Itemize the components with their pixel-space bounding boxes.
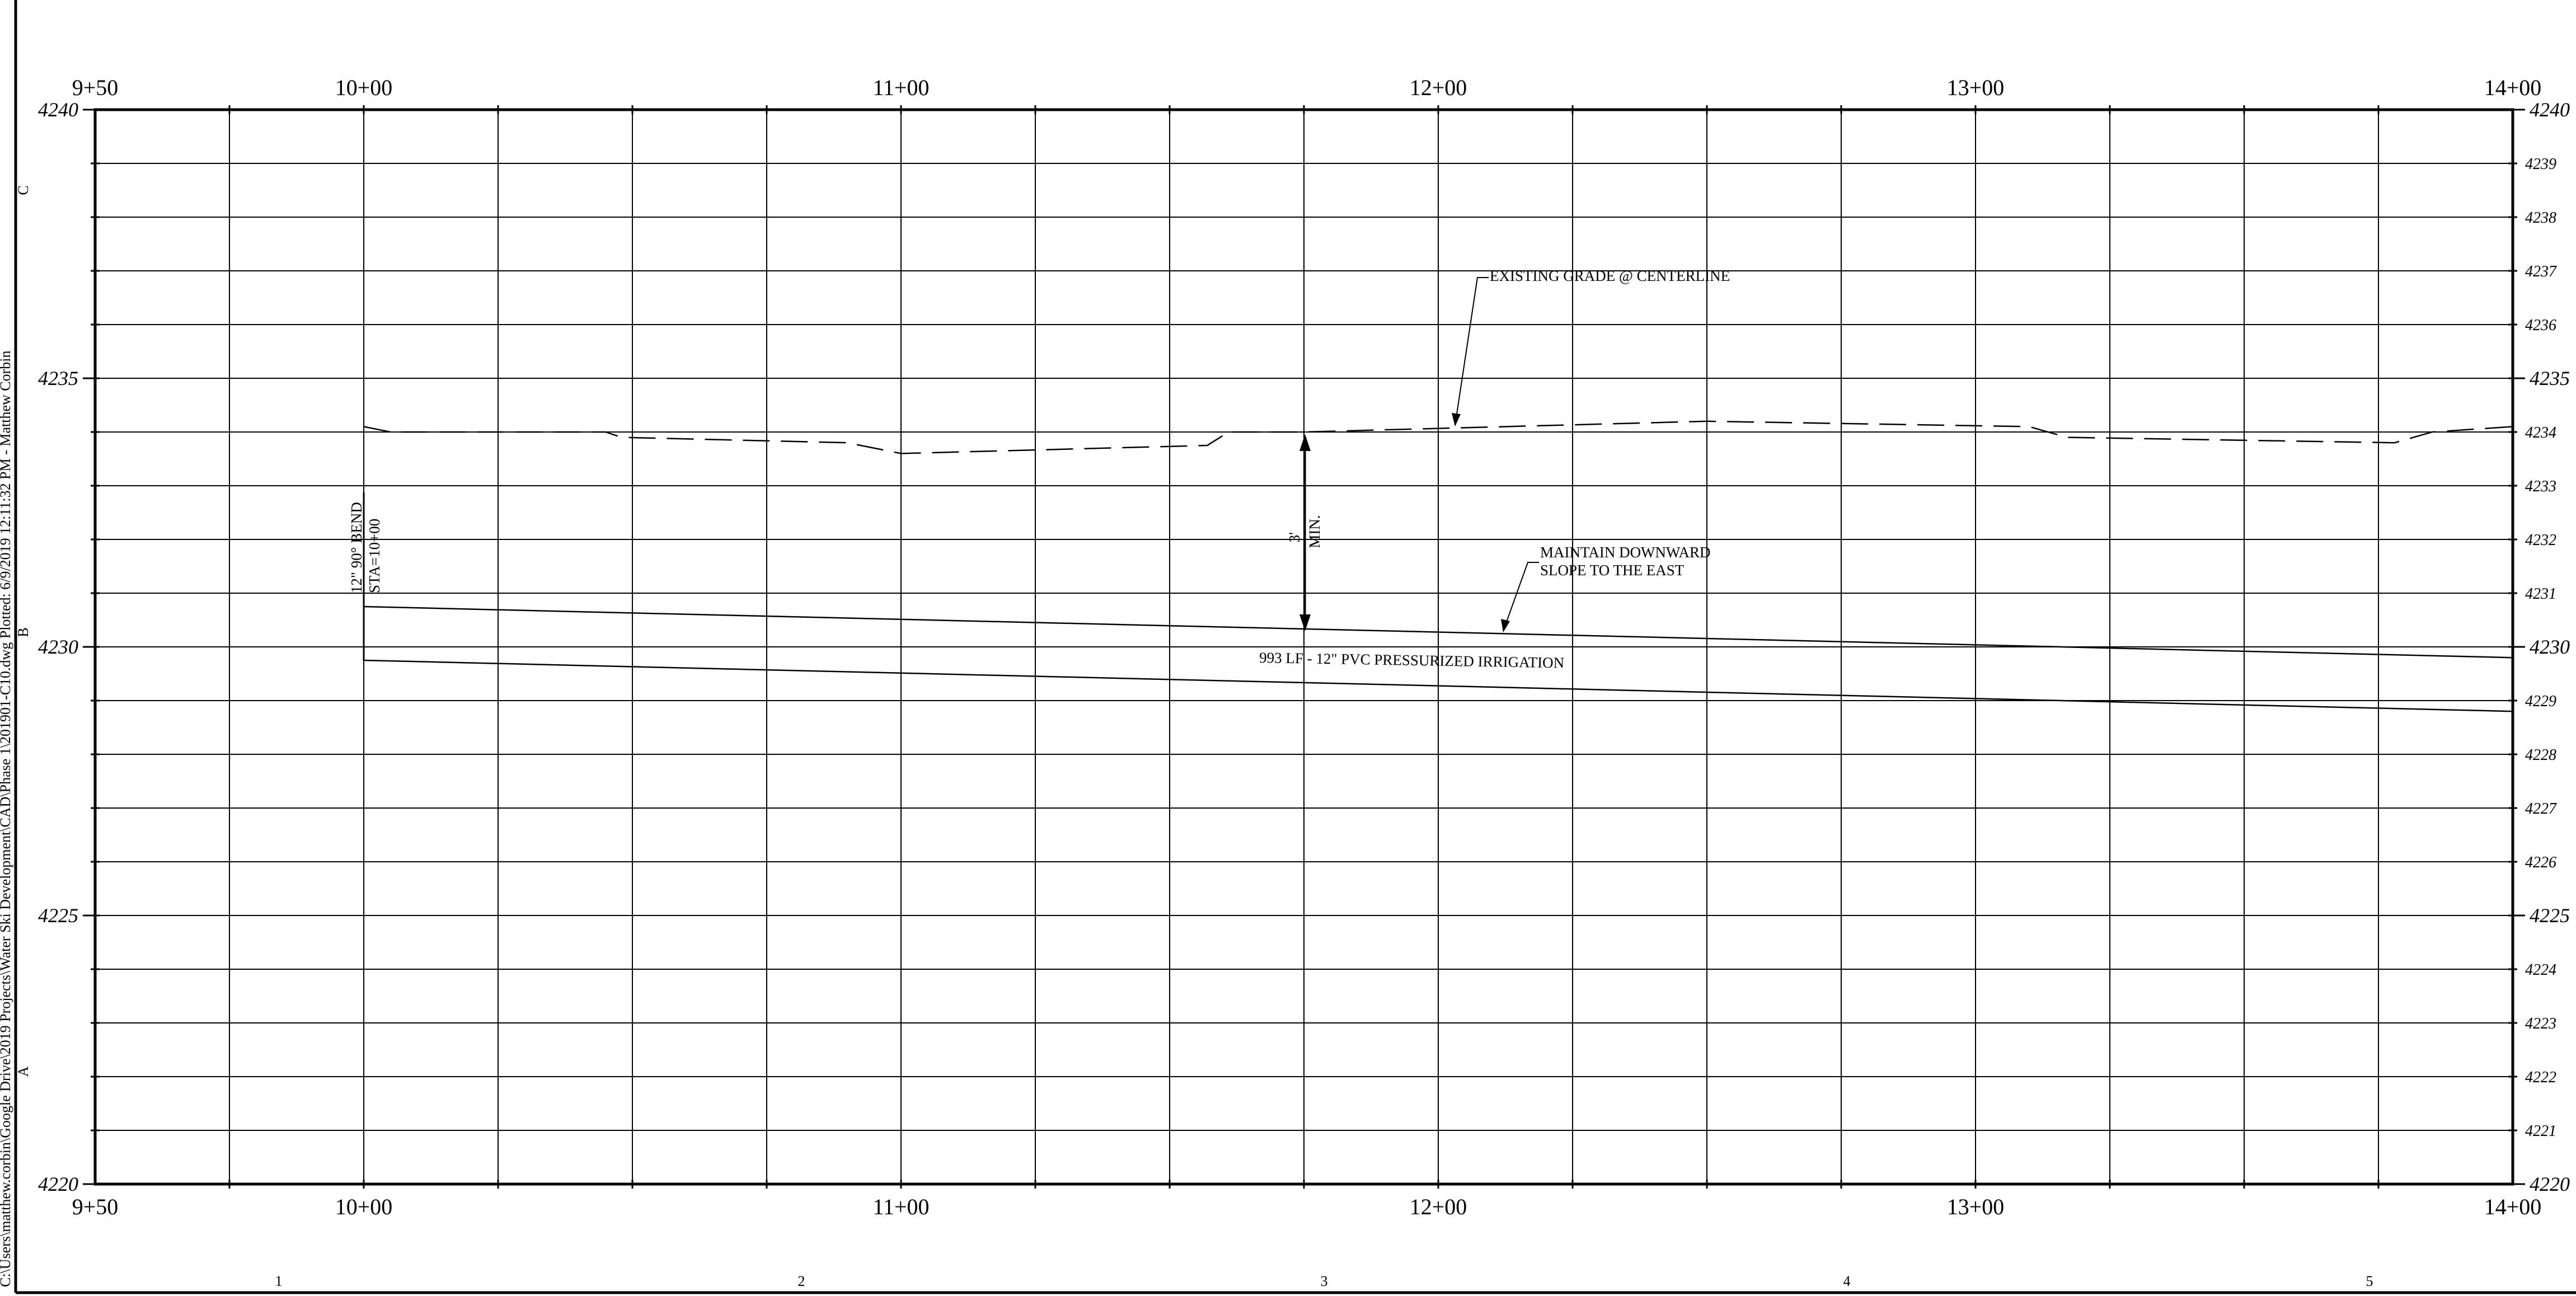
border-row-c: C bbox=[15, 185, 31, 195]
border-col-2: 2 bbox=[798, 1273, 805, 1289]
cover-value-label: 3' bbox=[1286, 532, 1303, 542]
pipe-top-line bbox=[363, 605, 2513, 659]
elevation-minor-label: 4237 bbox=[2525, 263, 2557, 280]
leader-arrowhead-icon bbox=[1452, 413, 1461, 426]
elevation-label-left: 4240 bbox=[38, 98, 78, 121]
station-label-top: 10+00 bbox=[335, 75, 393, 100]
station-label-bottom: 14+00 bbox=[2484, 1194, 2542, 1219]
elevation-minor-label: 4221 bbox=[2525, 1123, 2556, 1140]
bend-label-line1: 12" 90° BEND bbox=[348, 502, 365, 593]
profile-frame bbox=[93, 108, 2514, 1186]
profile-grid bbox=[83, 105, 2525, 1189]
pipe-bottom-line bbox=[363, 659, 2513, 712]
elevation-label-right: 4240 bbox=[2530, 98, 2570, 121]
elevation-label-left: 4230 bbox=[38, 636, 78, 658]
elevation-minor-label: 4234 bbox=[2525, 424, 2556, 442]
elevation-minor-label: 4224 bbox=[2525, 961, 2556, 979]
border-col-3: 3 bbox=[1321, 1273, 1328, 1289]
border-col-5: 5 bbox=[2366, 1273, 2373, 1289]
border-row-a: A bbox=[15, 1066, 31, 1077]
existing-grade-label: EXISTING GRADE @ CENTERLINE bbox=[1490, 267, 1730, 284]
plot-file-path: C:\Users\matthew.corbin\Google Drive\201… bbox=[0, 350, 13, 1287]
cover-unit-label: MIN. bbox=[1306, 515, 1323, 548]
station-label-bottom: 9+50 bbox=[72, 1194, 119, 1219]
station-label-top: 14+00 bbox=[2484, 75, 2542, 100]
station-label-bottom: 13+00 bbox=[1947, 1194, 2005, 1219]
station-label-top: 13+00 bbox=[1947, 75, 2005, 100]
station-label-top: 12+00 bbox=[1410, 75, 1467, 100]
elevation-minor-label: 4232 bbox=[2525, 532, 2556, 549]
elevation-minor-label: 4236 bbox=[2525, 317, 2556, 334]
bend-label-line2: STA=10+00 bbox=[366, 519, 383, 593]
elevation-minor-label: 4229 bbox=[2525, 693, 2556, 710]
border-col-1: 1 bbox=[275, 1273, 283, 1289]
existing-grade-leader bbox=[1454, 277, 1489, 426]
elevation-label-right: 4235 bbox=[2530, 367, 2570, 389]
station-label-bottom: 12+00 bbox=[1410, 1194, 1467, 1219]
elevation-label-right: 4230 bbox=[2530, 636, 2570, 658]
elevation-minor-label: 4223 bbox=[2525, 1015, 2556, 1032]
elevation-minor-label: 4226 bbox=[2525, 854, 2556, 871]
station-label-bottom: 10+00 bbox=[335, 1194, 393, 1219]
elevation-label-left: 4225 bbox=[38, 904, 78, 927]
elevation-minor-label: 4238 bbox=[2525, 209, 2556, 227]
elevation-minor-label: 4239 bbox=[2525, 156, 2556, 173]
elevation-label-right: 4220 bbox=[2530, 1173, 2570, 1195]
border-col-4: 4 bbox=[1843, 1273, 1851, 1289]
station-label-bottom: 11+00 bbox=[872, 1194, 929, 1219]
cover-arrow-up-icon bbox=[1299, 434, 1311, 451]
elevation-minor-label: 4228 bbox=[2525, 746, 2556, 764]
elevation-minor-label: 4231 bbox=[2525, 585, 2556, 603]
slope-label-line1: MAINTAIN DOWNWARD bbox=[1540, 544, 1711, 561]
elevation-label-right: 4225 bbox=[2530, 904, 2570, 927]
elevation-label-left: 4220 bbox=[38, 1173, 78, 1195]
elevation-minor-label: 4222 bbox=[2525, 1069, 2556, 1086]
slope-leader bbox=[1503, 562, 1539, 632]
leader-arrowhead-icon bbox=[1501, 619, 1510, 632]
border-row-b: B bbox=[15, 627, 31, 637]
elevation-label-left: 4235 bbox=[38, 367, 78, 389]
cover-arrow-down-icon bbox=[1299, 614, 1311, 631]
elevation-minor-label: 4233 bbox=[2525, 478, 2556, 495]
elevation-minor-label: 4227 bbox=[2525, 800, 2557, 818]
slope-label-line2: SLOPE TO THE EAST bbox=[1540, 562, 1685, 579]
station-label-top: 11+00 bbox=[872, 75, 929, 100]
existing-grade-line bbox=[363, 420, 2513, 454]
station-label-top: 9+50 bbox=[72, 75, 119, 100]
